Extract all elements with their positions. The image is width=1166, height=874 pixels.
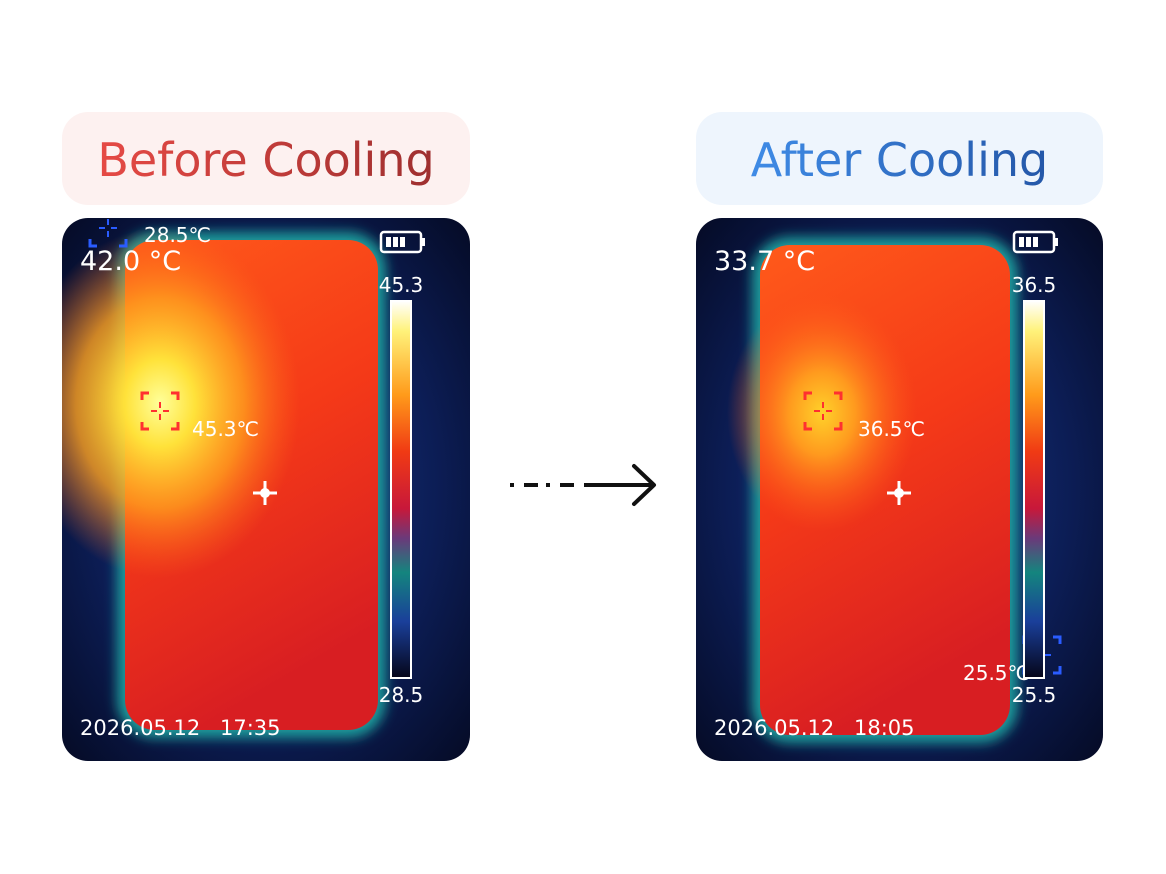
max-spot-label: 45.3℃	[192, 417, 259, 441]
scale-max: 45.3	[379, 273, 424, 297]
thermal-image: 33.7 °C 25.5℃ 36.5℃ 36.5 25.5 2026.05.12 18:05	[696, 218, 1103, 761]
bracket	[119, 239, 128, 248]
min-spot-label: 28.5℃	[144, 223, 211, 247]
battery-cell	[393, 237, 398, 247]
time: 17:35	[220, 716, 281, 740]
bracket	[834, 391, 843, 400]
max-spot-label: 36.5℃	[858, 417, 925, 441]
bracket	[90, 210, 97, 217]
battery-cell	[1033, 237, 1038, 247]
battery-cell	[386, 237, 391, 247]
bracket	[803, 391, 812, 400]
cross	[151, 402, 169, 420]
center-temp: 42.0 °C	[80, 246, 181, 277]
battery-tip	[421, 238, 425, 246]
thermal-image: 42.0 °C28.5℃ 45.3℃ 45.3 28.5 2026.05.12 17:35	[62, 210, 470, 761]
color-scale	[390, 300, 412, 679]
bracket	[88, 239, 97, 248]
arrow	[510, 464, 656, 506]
bracket	[1053, 635, 1062, 644]
center-dot	[260, 488, 270, 498]
bracket	[171, 391, 180, 400]
date: 2026.05.12	[714, 716, 834, 740]
panel-title: After Cooling	[751, 133, 1048, 187]
title-pill	[696, 112, 1103, 205]
center-temp: 33.7 °C	[714, 246, 815, 277]
panel-title: Before Cooling	[97, 133, 434, 187]
cross	[99, 219, 117, 237]
time: 18:05	[854, 716, 915, 740]
center-dot	[894, 488, 904, 498]
date: 2026.05.12	[80, 716, 200, 740]
min-spot-label: 25.5℃	[963, 661, 1030, 685]
scale-min: 25.5	[1012, 683, 1057, 707]
bracket	[834, 422, 843, 431]
cross	[814, 402, 832, 420]
bracket	[171, 422, 180, 431]
battery-cell	[1019, 237, 1024, 247]
panel: Before Cooling 42.0 °C28.5℃ 45.3℃ 45.3 28.5 2…	[62, 112, 470, 761]
panel: After Cooling 33.7 °C 25.5℃ 36.5℃ 36.5 25.5 20…	[696, 112, 1103, 761]
bracket	[140, 422, 149, 431]
bracket	[803, 422, 812, 431]
scale-max: 36.5	[1012, 273, 1057, 297]
bracket	[119, 210, 126, 217]
hotspot	[727, 294, 917, 532]
bracket	[140, 391, 149, 400]
battery-tip	[1054, 238, 1058, 246]
color-scale	[1023, 300, 1045, 679]
title-pill	[62, 112, 470, 205]
battery-cell	[400, 237, 405, 247]
battery-cell	[1026, 237, 1031, 247]
scale-min: 28.5	[379, 683, 424, 707]
bracket	[1053, 666, 1062, 675]
